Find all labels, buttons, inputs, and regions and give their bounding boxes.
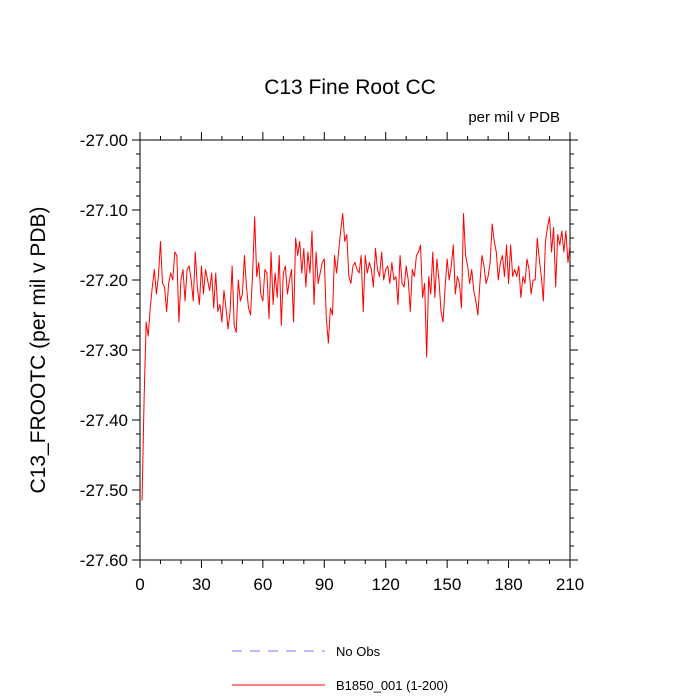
y-tick-group: -27.00 -27.10 -27.20 -27.30 -27.40 -27.50 -27.…	[80, 131, 578, 570]
x-tick-label: 120	[372, 575, 400, 594]
y-tick-label: -27.40	[80, 411, 128, 430]
x-tick-label: 180	[494, 575, 522, 594]
x-tick-group: 0 30 60 90 120 150 180 210	[135, 132, 584, 594]
x-tick-label: 210	[556, 575, 584, 594]
y-axis-label: C13_FROOTC (per mil v PDB)	[27, 206, 50, 493]
legend-label-no-obs: No Obs	[336, 644, 381, 659]
x-tick-label: 90	[315, 575, 334, 594]
x-tick-label: 150	[433, 575, 461, 594]
y-tick-label: -27.60	[80, 551, 128, 570]
legend: No Obs B1850_001 (1-200)	[232, 644, 448, 693]
y-tick-label: -27.30	[80, 341, 128, 360]
chart-title: C13 Fine Root CC	[264, 76, 436, 99]
series-line-b1850	[141, 213, 571, 501]
y-tick-label: -27.10	[80, 201, 128, 220]
x-tick-label: 60	[253, 575, 272, 594]
plot-frame	[139, 139, 571, 561]
legend-label-b1850: B1850_001 (1-200)	[336, 678, 448, 693]
y-tick-label: -27.00	[80, 131, 128, 150]
y-tick-label: -27.50	[80, 481, 128, 500]
x-tick-label: 0	[135, 575, 144, 594]
units-label: per mil v PDB	[468, 109, 560, 126]
y-tick-label: -27.20	[80, 271, 128, 290]
x-tick-label: 30	[192, 575, 211, 594]
